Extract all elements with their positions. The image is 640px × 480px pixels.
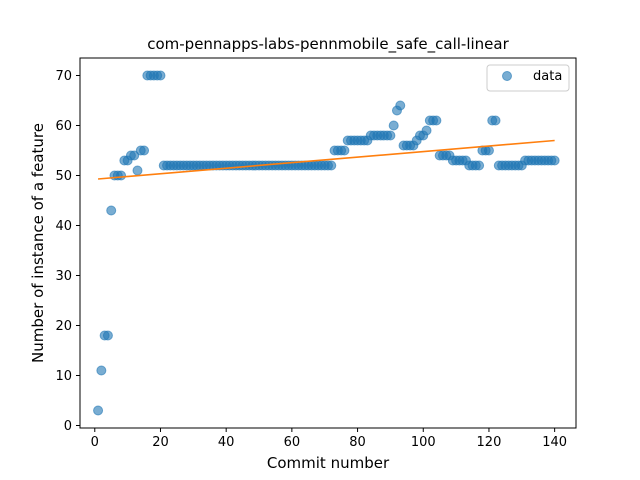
data-point: [129, 150, 140, 161]
x-axis-label: Commit number: [267, 454, 390, 472]
data-point: [116, 170, 127, 181]
data-point: [388, 120, 399, 131]
x-axis: 0 20 40 60 80 100 120 140: [91, 428, 567, 450]
data-point: [326, 160, 337, 171]
plot-area: [79, 57, 577, 429]
plot-frame: [79, 57, 577, 429]
data-point: [474, 160, 485, 171]
x-tick-label: 100: [411, 435, 436, 450]
legend-label: data: [533, 69, 562, 84]
x-tick-label: 20: [152, 435, 169, 450]
y-tick-label: 30: [55, 269, 72, 284]
legend: data: [486, 64, 570, 92]
data-point: [421, 125, 432, 136]
x-tick-label: 120: [477, 435, 502, 450]
fit-layer: [97, 139, 555, 180]
fit-line: [97, 139, 555, 180]
y-tick-label: 0: [64, 419, 72, 434]
y-tick-label: 50: [55, 169, 72, 184]
y-tick-label: 40: [55, 219, 72, 234]
legend-marker: [502, 71, 512, 81]
y-tick-label: 60: [55, 119, 72, 134]
data-point: [155, 70, 166, 81]
y-tick-label: 70: [55, 69, 72, 84]
data-point: [431, 115, 442, 126]
data-point: [102, 330, 113, 341]
data-point: [483, 145, 494, 156]
x-tick-label: 60: [284, 435, 301, 450]
y-tick-label: 10: [55, 369, 72, 384]
x-tick-label: 0: [91, 435, 99, 450]
y-axis: 0 10 20 30 40 50 60 70: [55, 69, 80, 434]
x-tick-label: 140: [542, 435, 567, 450]
x-tick-label: 80: [349, 435, 366, 450]
data-point: [132, 165, 143, 176]
data-point: [96, 365, 107, 376]
y-tick-label: 20: [55, 319, 72, 334]
chart-title: com-pennapps-labs-pennmobile_safe_call-l…: [147, 35, 509, 54]
data-point: [549, 155, 560, 166]
data-point: [395, 100, 406, 111]
data-point: [339, 145, 350, 156]
data-point: [139, 145, 150, 156]
data-point: [106, 205, 117, 216]
data-point: [490, 115, 501, 126]
y-axis-label: Number of instance of a feature: [29, 123, 47, 363]
x-tick-label: 40: [218, 435, 235, 450]
data-point: [385, 130, 396, 141]
data-point: [93, 405, 104, 416]
